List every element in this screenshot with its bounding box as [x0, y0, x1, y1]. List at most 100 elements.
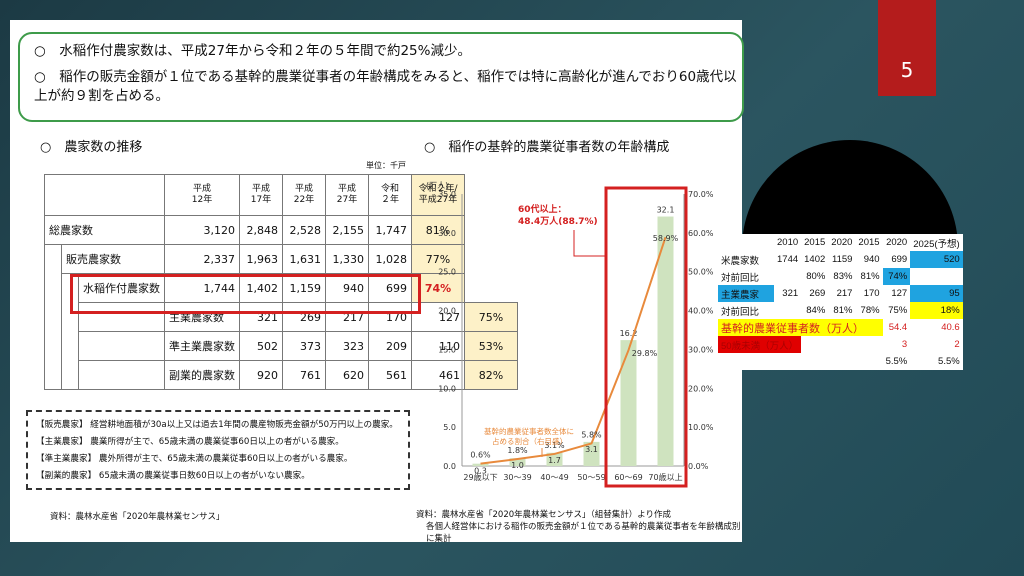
cell-value: 1,330 — [325, 244, 369, 274]
x-tick-label: 40～49 — [540, 473, 568, 482]
sheet-cell: 269 — [809, 288, 826, 299]
y2-tick-label: 50.0% — [688, 268, 714, 277]
indent-cell — [44, 273, 62, 303]
bar-data-label: 0.3 — [474, 467, 487, 476]
sheet-header-cell: 2015 — [804, 237, 826, 248]
table-row: 準主業農家数 502 373 323 209 110 53% — [44, 331, 518, 361]
row-label: 準主業農家数 — [164, 331, 240, 361]
column-header: 平成 22年 — [282, 174, 326, 216]
y-tick-label: 5.0 — [443, 423, 456, 432]
y2-tick-label: 40.0% — [688, 307, 714, 316]
table-row: 主業農家数 321 269 217 170 127 75% — [44, 302, 518, 332]
column-header-line: 平成 — [294, 184, 313, 194]
sheet-cell: 699 — [891, 254, 908, 265]
cell-value: 620 — [325, 360, 369, 390]
cell-value: 2,528 — [282, 215, 326, 245]
sheet-cell — [718, 353, 774, 370]
sheet-cell: 217 — [836, 288, 853, 299]
column-header: 令和 ２年 — [368, 174, 412, 216]
y-tick-label: 10.0 — [438, 384, 456, 393]
definitions-box: 【販売農家】 経営耕地面積が30a以上又は過去1年間の農産物販売金額が50万円以… — [26, 410, 410, 490]
sheet-cell: 78% — [860, 305, 880, 316]
line-note-2: 占める割合（右目盛） — [492, 436, 567, 446]
bar-data-label: 16.2 — [620, 329, 638, 338]
row-label: 副業的農家数 — [164, 360, 240, 390]
page-number-badge: 5 — [878, 0, 936, 96]
summary-line-1: ○ 水稲作付農家数は、平成27年から令和２年の５年間で約25%減少。 — [34, 43, 471, 59]
age-composition-chart: (万人) 0.0 5.0 10.0 15.0 20.0 25.0 30.0 35.0 0.0% 10… — [426, 181, 714, 488]
line-data-label: 0.6% — [470, 451, 491, 460]
sheet-cell: 1744 — [777, 254, 799, 265]
sheet-cell — [855, 336, 882, 353]
sheet-row: 対前回比 84% 81% 78% 75% 18% — [718, 302, 963, 319]
indent-cell — [44, 331, 62, 361]
bar — [620, 340, 637, 466]
sheet-cell: 940 — [863, 254, 880, 265]
definition-line: 【販売農家】 経営耕地面積が30a以上又は過去1年間の農産物販売金額が50万円以… — [36, 420, 398, 430]
sheet-header-cell: 2015 — [858, 237, 880, 248]
line-data-label: 3.1% — [544, 441, 565, 450]
sheet-cell — [774, 302, 801, 319]
y-tick-label: 0.0 — [443, 462, 456, 471]
indent-cell — [78, 302, 165, 332]
cell-value: 461 — [411, 360, 465, 390]
header-corner — [44, 174, 165, 216]
y2-tick-label: 10.0% — [688, 423, 714, 432]
indent-cell — [44, 302, 62, 332]
table-row: 総農家数 3,120 2,848 2,528 2,155 1,747 81% — [44, 215, 518, 245]
page-number: 5 — [900, 58, 914, 82]
x-tick-label: 29歳以下 — [463, 472, 497, 482]
ratio-cell: 82% — [464, 360, 518, 390]
sheet-header-cell: 2010 — [777, 237, 799, 248]
sheet-cell: 5.5% — [938, 356, 960, 367]
cell-value: 110 — [411, 331, 465, 361]
share-line — [480, 236, 667, 465]
row-label: 総農家数 — [44, 215, 165, 245]
column-header-line: 令和 — [380, 184, 399, 194]
definition-line: 【準主業農家】 農外所得が主で、65歳未満の農業従事60日以上の者がいる農家。 — [36, 454, 353, 464]
sheet-cell: 81% — [833, 305, 853, 316]
highlight-60plus-box — [604, 186, 688, 488]
indent-cell — [61, 360, 79, 390]
indent-cell — [61, 331, 79, 361]
y2-tick-label: 0.0% — [688, 462, 709, 471]
cell-value: 1,631 — [282, 244, 326, 274]
sheet-cell: 54.4 — [888, 322, 908, 333]
line-data-label: 29.8% — [632, 349, 658, 358]
column-header: 平成 17年 — [239, 174, 283, 216]
ratio-cell: 81% — [411, 215, 465, 245]
cell-value: 269 — [282, 302, 326, 332]
cell-value: 502 — [239, 331, 283, 361]
slide-content: ○ 水稲作付農家数は、平成27年から令和２年の５年間で約25%減少。 ○ 稲作の… — [10, 20, 744, 544]
column-header-line: ２年 — [380, 195, 399, 205]
y-tick-label: 15.0 — [438, 345, 456, 354]
bar — [546, 452, 563, 466]
sheet-cell — [774, 353, 801, 370]
y-tick-label: 30.0 — [438, 229, 456, 238]
sheet-cell: 1159 — [831, 254, 853, 265]
column-header-line: 令和２年/ — [418, 184, 458, 194]
sheet-cell: 321 — [782, 288, 799, 299]
sheet-cell: 5.5% — [885, 356, 908, 367]
row-label: 販売農家数 — [61, 244, 165, 274]
cell-value: 1,028 — [368, 244, 412, 274]
indent-cell — [78, 360, 165, 390]
cell-value: 1,963 — [239, 244, 283, 274]
sheet-cell: 74% — [882, 268, 911, 285]
young-worker-label: 50歳未満（万人） — [718, 336, 802, 353]
x-tick-label: 60～69 — [614, 473, 642, 482]
ratio-cell: 77% — [411, 244, 465, 274]
cell-value: 1,159 — [282, 273, 326, 303]
x-tick-label: 50～59 — [577, 473, 605, 482]
sheet-cell: 40.6 — [941, 322, 960, 333]
sheet-cell — [855, 353, 882, 370]
column-header-line: 12年 — [191, 195, 213, 205]
y2-tick-label: 60.0% — [688, 229, 714, 238]
sheet-cell: 84% — [806, 305, 826, 316]
column-header-line: 平成 — [337, 184, 356, 194]
ratio-cell: 75% — [464, 302, 518, 332]
sheet-cell: 170 — [863, 288, 880, 299]
ratio-cell: 53% — [464, 331, 518, 361]
farm-table-title: ○ 農家数の推移 — [40, 140, 143, 155]
source-left: 資料：農林水産省「2020年農林業センサス」 — [50, 512, 225, 522]
